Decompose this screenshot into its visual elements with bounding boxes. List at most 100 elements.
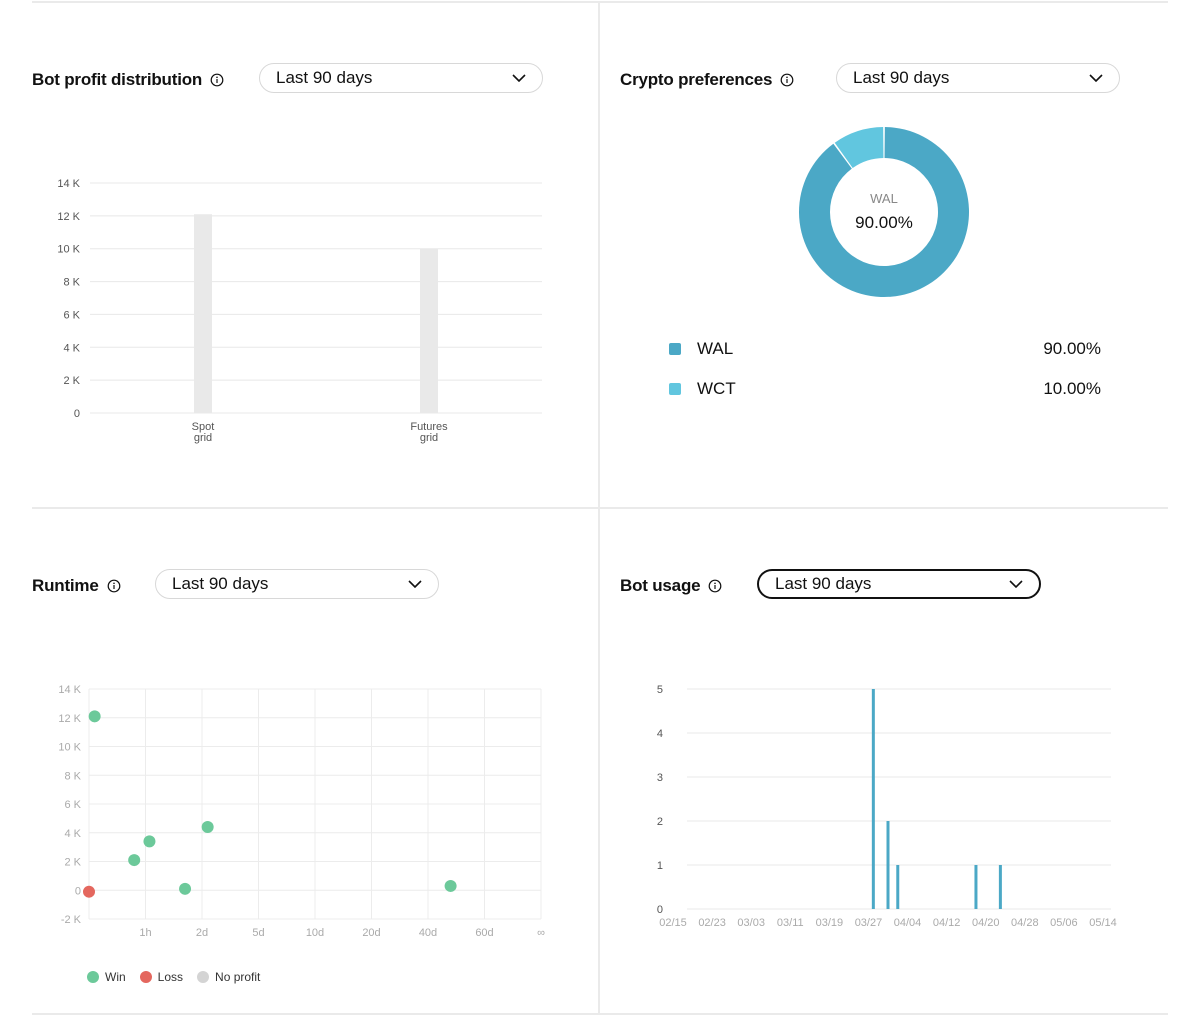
crypto-panel: Crypto preferences Last 90 days (620, 63, 1140, 463)
info-icon[interactable] (107, 579, 121, 593)
donut-slice-wct (834, 127, 884, 168)
usage-range-label: Last 90 days (775, 574, 872, 593)
crypto-header: Crypto preferences (620, 63, 794, 97)
runtime-chart: -2 K 0 2 K 4 K 6 K 8 K 10 K 12 K 14 K 1h 2d 5d 10d 20… (58, 684, 545, 939)
crypto-range-dropdown[interactable]: Last 90 days (836, 63, 1120, 93)
legend-swatch (669, 343, 681, 355)
y-tick-label: 14 K (57, 178, 80, 190)
y-tick-label: 2 (657, 816, 663, 828)
chevron-down-icon (1009, 580, 1023, 588)
chevron-down-icon (512, 74, 526, 82)
legend-item-no-profit: No profit (197, 970, 260, 984)
x-tick-label: 60d (475, 927, 493, 939)
y-tick-label: 6 K (64, 799, 81, 811)
x-tick-label: grid (194, 432, 212, 444)
crypto-range-label: Last 90 days (853, 68, 950, 87)
scatter-point-win (179, 882, 192, 895)
legend-item-win: Win (87, 970, 126, 984)
x-tick-label: Spot (192, 421, 215, 433)
usage-bar (974, 865, 978, 909)
y-tick-label: 4 (657, 728, 663, 740)
y-tick-label: 2 K (63, 375, 80, 387)
runtime-title: Runtime (32, 576, 99, 595)
y-tick-label: 6 K (63, 309, 80, 321)
y-tick-label: 12 K (58, 713, 81, 725)
scatter-point-loss (83, 885, 95, 898)
legend-percent: 10.00% (1043, 379, 1101, 398)
legend-percent: 90.00% (1043, 339, 1101, 358)
scatter-point-win (143, 835, 156, 848)
donut-slice-wal (799, 127, 969, 298)
crypto-donut-chart: WAL 90.00% (799, 127, 969, 298)
middle-divider (32, 507, 1168, 509)
y-tick-label: 3 (657, 772, 663, 784)
x-tick-label: 03/03 (737, 917, 765, 929)
y-tick-label: 5 (657, 684, 663, 696)
info-icon[interactable] (708, 579, 722, 593)
x-tick-label: 05/06 (1050, 917, 1078, 929)
x-tick-label: 04/20 (972, 917, 1000, 929)
x-tick-label: 03/19 (816, 917, 844, 929)
x-tick-label: 10d (306, 927, 324, 939)
y-tick-label: 4 K (63, 342, 80, 354)
x-tick-label: 5d (252, 927, 264, 939)
chevron-down-icon (408, 580, 422, 588)
usage-range-dropdown[interactable]: Last 90 days (757, 569, 1041, 599)
x-tick-label: 04/04 (894, 917, 922, 929)
runtime-range-dropdown[interactable]: Last 90 days (155, 569, 439, 599)
crypto-title: Crypto preferences (620, 70, 773, 89)
y-tick-label: 8 K (64, 770, 81, 782)
profit-bar (194, 214, 212, 413)
runtime-legend: Win Loss No profit (87, 970, 274, 984)
y-tick-label: 0 (657, 904, 663, 916)
scatter-point-win (128, 854, 141, 867)
profit-range-dropdown[interactable]: Last 90 days (259, 63, 543, 93)
runtime-panel: Runtime Last 90 days (32, 569, 552, 969)
profit-panel: Bot profit distribution Last 90 days (32, 63, 552, 483)
scatter-point-win (201, 821, 214, 833)
legend-dot (139, 971, 152, 983)
legend-label: Loss (157, 970, 184, 984)
x-tick-label: 03/27 (855, 917, 883, 929)
usage-panel: Bot usage Last 90 days (620, 569, 1140, 969)
profit-header: Bot profit distribution (32, 63, 224, 97)
donut-center-name: WAL (870, 191, 898, 206)
y-tick-label: 10 K (57, 244, 80, 256)
info-icon[interactable] (210, 73, 224, 87)
runtime-range-label: Last 90 days (172, 574, 269, 593)
legend-item-loss: Loss (139, 970, 184, 984)
usage-bar (896, 865, 900, 909)
usage-chart: 0 1 2 3 4 5 02/15 02/23 03/03 03/11 03/19 03/27 04/0… (657, 684, 1117, 929)
legend-dot (197, 971, 210, 983)
profit-bar (420, 248, 438, 413)
x-tick-label: 2d (196, 927, 208, 939)
x-tick-label: 03/11 (777, 917, 804, 929)
x-tick-label: ∞ (537, 927, 545, 939)
scatter-point-win (88, 710, 101, 723)
legend-name: WCT (697, 379, 736, 398)
info-icon[interactable] (780, 73, 794, 87)
y-tick-label: 12 K (57, 211, 80, 223)
usage-title: Bot usage (620, 576, 701, 595)
chevron-down-icon (1089, 74, 1103, 82)
legend-label: Win (105, 970, 126, 984)
bottom-divider (32, 1013, 1168, 1015)
profit-chart: 02 K4 K6 K8 K10 K12 K14 KSpotgridFutures… (57, 178, 542, 444)
y-tick-label: 1 (657, 860, 663, 872)
legend-dot (87, 971, 99, 983)
center-divider (598, 1, 600, 1015)
x-tick-label: 04/28 (1011, 917, 1039, 929)
legend-swatch (669, 383, 681, 395)
x-tick-label: 02/23 (698, 917, 726, 929)
y-tick-label: -2 K (61, 914, 82, 926)
usage-header: Bot usage (620, 569, 722, 603)
scatter-point-win (444, 879, 457, 892)
usage-bar (998, 865, 1002, 909)
y-tick-label: 4 K (64, 828, 81, 840)
x-tick-label: Futures (410, 421, 448, 433)
y-tick-label: 8 K (63, 277, 80, 289)
x-tick-label: 02/15 (659, 917, 687, 929)
legend-item-wal: WAL 90.00% (669, 337, 1101, 361)
top-divider (32, 1, 1168, 3)
x-tick-label: 40d (419, 927, 437, 939)
